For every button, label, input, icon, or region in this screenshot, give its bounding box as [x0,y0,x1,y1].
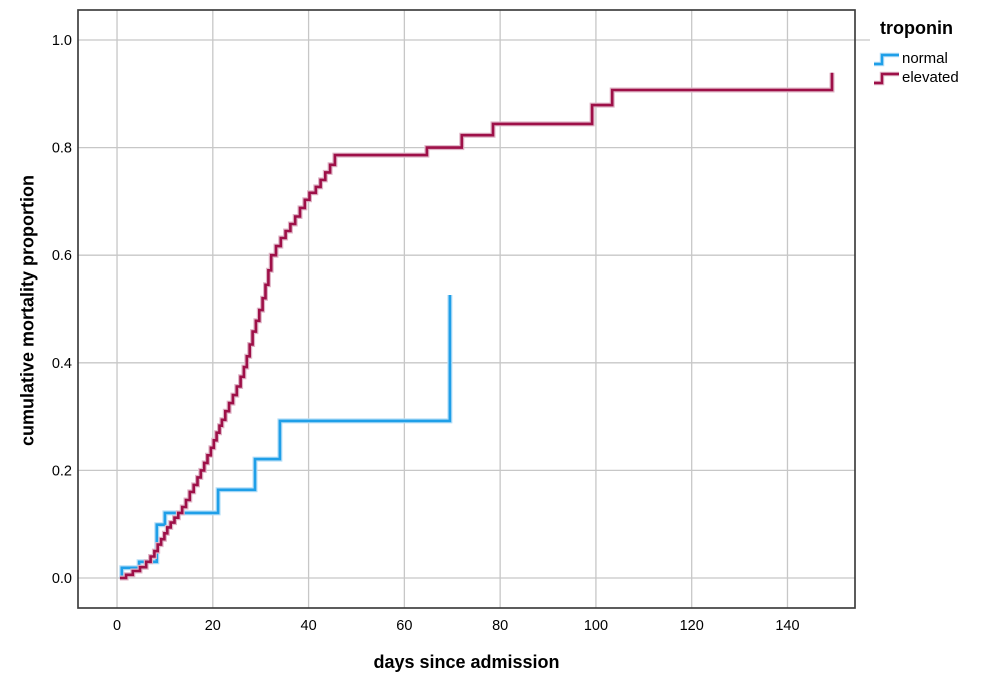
legend: troponin normal elevated [872,18,984,87]
x-axis-title: days since admission [373,652,560,672]
legend-label-elevated: elevated [902,69,959,86]
plot-frame [77,9,856,609]
legend-title: troponin [880,18,953,38]
legend-entry-normal: normal [872,49,984,68]
y-tick-label: 0.4 [52,356,72,372]
legend-entry-elevated: elevated [872,68,984,87]
x-tick-label: 80 [492,618,508,634]
step-line-elevated-icon [874,71,899,85]
x-tick-label: 140 [775,618,799,634]
y-tick-label: 0.6 [52,248,72,264]
step-line-normal-icon [874,52,899,66]
y-tick-label: 0.0 [52,571,72,587]
elevated-curve-halo [119,72,835,581]
legend-label-normal: normal [902,50,948,67]
normal-curve [120,295,452,578]
x-tick-label: 60 [396,618,412,634]
x-tick-label: 40 [301,618,317,634]
x-tick-label: 100 [584,618,608,634]
elevated-curve [119,72,834,580]
y-tick-label: 0.8 [52,141,72,157]
x-tick-label: 0 [113,618,121,634]
y-tick-label: 1.0 [52,33,72,49]
y-axis-title: cumulative mortality proportion [17,174,38,447]
y-tick-label: 0.2 [52,463,72,479]
x-tick-label: 120 [680,618,704,634]
x-tick-label: 20 [205,618,221,634]
normal-curve-halo [119,295,453,578]
